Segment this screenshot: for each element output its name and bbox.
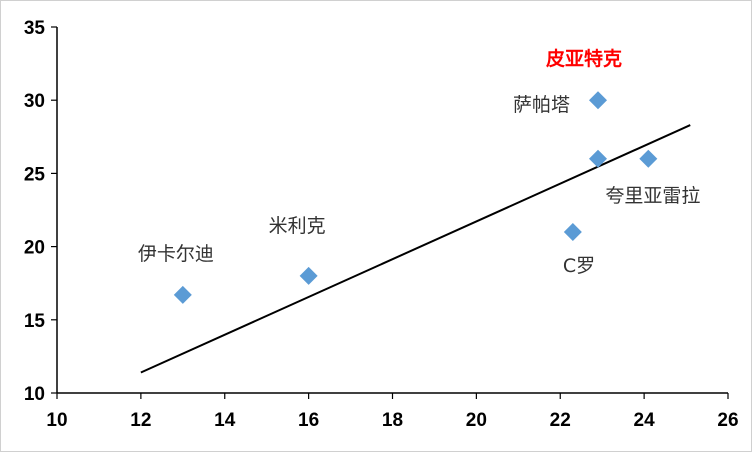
x-tick-label: 24 — [634, 410, 656, 431]
y-tick-label: 20 — [24, 238, 45, 259]
data-point-marker — [173, 285, 192, 304]
x-tick-label: 12 — [130, 410, 151, 431]
data-points — [173, 91, 658, 304]
x-tick-label: 18 — [382, 410, 403, 431]
x-tick-label: 22 — [550, 410, 571, 431]
x-tick-label: 14 — [214, 410, 236, 431]
data-point-marker — [588, 149, 607, 168]
data-point-label: 萨帕塔 — [513, 94, 570, 116]
y-tick-label: 10 — [24, 384, 45, 405]
x-tick-label: 26 — [717, 410, 738, 431]
data-point-marker — [563, 222, 582, 241]
data-point-label: 伊卡尔迪 — [138, 243, 214, 265]
y-axis-ticks: 10 15 20 25 30 35 — [24, 18, 57, 405]
data-point-label: 夸里亚雷拉 — [605, 185, 700, 207]
data-point-label: 皮亚特克 — [546, 47, 622, 70]
x-axis-ticks: 10 12 14 16 18 20 22 24 26 — [46, 393, 739, 431]
x-tick-label: 20 — [466, 410, 487, 431]
y-tick-label: 25 — [24, 164, 46, 185]
data-point-marker — [299, 266, 318, 285]
trendline — [140, 124, 691, 374]
data-point-marker — [639, 149, 658, 168]
data-point-marker — [588, 91, 607, 110]
y-tick-label: 30 — [24, 91, 45, 112]
x-tick-label: 10 — [46, 410, 67, 431]
x-tick-label: 16 — [298, 410, 319, 431]
y-tick-label: 35 — [24, 18, 46, 39]
y-tick-label: 15 — [24, 311, 46, 332]
data-point-label: 米利克 — [269, 215, 326, 237]
data-point-label: C罗 — [563, 255, 595, 277]
trendline-group — [140, 124, 691, 374]
